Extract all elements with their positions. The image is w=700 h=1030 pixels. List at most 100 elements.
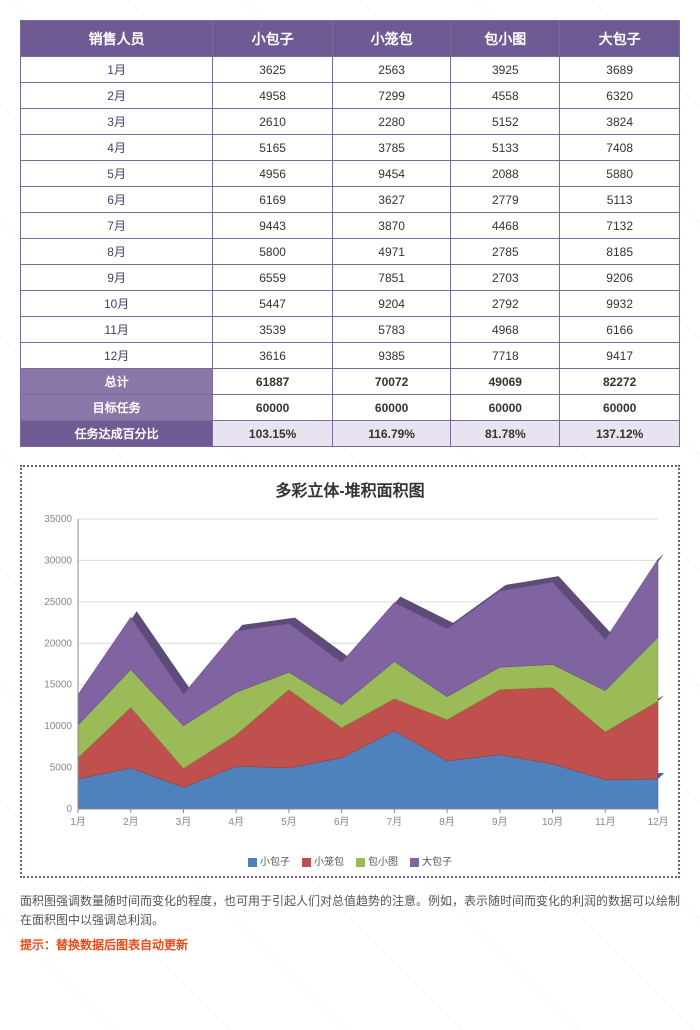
row-label: 9月: [21, 265, 213, 291]
svg-text:20000: 20000: [44, 638, 72, 649]
svg-text:0: 0: [66, 804, 72, 815]
col-header-1: 小包子: [213, 21, 333, 57]
summary-cell: 82272: [560, 369, 680, 395]
table-row: 4月5165378551337408: [21, 135, 680, 161]
summary-cell: 116.79%: [332, 421, 450, 447]
summary-cell: 49069: [451, 369, 560, 395]
table-row: 10月5447920427929932: [21, 291, 680, 317]
summary-cell: 81.78%: [451, 421, 560, 447]
row-label: 1月: [21, 57, 213, 83]
stacked-area-chart: 0 5000 10000 15000 20000 25000 30000 35000 1月 2月 3…: [30, 509, 670, 849]
legend-label: 小包子: [260, 857, 290, 868]
summary-row: 目标任务60000600006000060000: [21, 395, 680, 421]
row-label: 4月: [21, 135, 213, 161]
summary-label: 任务达成百分比: [21, 421, 213, 447]
svg-text:2月: 2月: [123, 816, 139, 828]
data-cell: 5133: [451, 135, 560, 161]
row-label: 3月: [21, 109, 213, 135]
svg-text:15000: 15000: [44, 680, 72, 691]
data-cell: 5783: [332, 317, 450, 343]
summary-cell: 137.12%: [560, 421, 680, 447]
data-cell: 4968: [451, 317, 560, 343]
data-cell: 4468: [451, 213, 560, 239]
legend-swatch: [410, 858, 419, 867]
data-cell: 7299: [332, 83, 450, 109]
data-cell: 2088: [451, 161, 560, 187]
summary-cell: 70072: [332, 369, 450, 395]
svg-text:7月: 7月: [387, 816, 403, 828]
data-cell: 5447: [213, 291, 333, 317]
legend-item: 大包子: [410, 853, 452, 868]
svg-text:6月: 6月: [334, 816, 350, 828]
row-label: 10月: [21, 291, 213, 317]
data-cell: 9932: [560, 291, 680, 317]
table-row: 1月3625256339253689: [21, 57, 680, 83]
summary-cell: 61887: [213, 369, 333, 395]
data-cell: 4558: [451, 83, 560, 109]
svg-text:1月: 1月: [70, 816, 86, 828]
summary-row: 任务达成百分比103.15%116.79%81.78%137.12%: [21, 421, 680, 447]
data-cell: 2703: [451, 265, 560, 291]
row-label: 2月: [21, 83, 213, 109]
summary-cell: 60000: [560, 395, 680, 421]
footer-description: 面积图强调数量随时间而变化的程度，也可用于引起人们对总值趋势的注意。例如，表示随…: [20, 892, 680, 930]
data-cell: 4958: [213, 83, 333, 109]
table-row: 5月4956945420885880: [21, 161, 680, 187]
legend-swatch: [302, 858, 311, 867]
legend-item: 包小图: [356, 853, 398, 868]
data-cell: 3824: [560, 109, 680, 135]
data-cell: 2779: [451, 187, 560, 213]
data-cell: 5165: [213, 135, 333, 161]
footer-tip: 提示：替换数据后图表自动更新: [20, 936, 680, 953]
data-cell: 3616: [213, 343, 333, 369]
svg-text:25000: 25000: [44, 597, 72, 608]
summary-cell: 103.15%: [213, 421, 333, 447]
legend-label: 小笼包: [314, 857, 344, 868]
data-cell: 3925: [451, 57, 560, 83]
row-label: 7月: [21, 213, 213, 239]
table-row: 6月6169362727795113: [21, 187, 680, 213]
svg-text:8月: 8月: [439, 816, 455, 828]
stacked-area-chart-container: 多彩立体-堆积面积图 05000100001500020000250003000…: [20, 465, 680, 878]
data-cell: 7851: [332, 265, 450, 291]
summary-cell: 60000: [213, 395, 333, 421]
svg-text:35000: 35000: [44, 514, 72, 525]
legend-label: 大包子: [422, 857, 452, 868]
data-cell: 5800: [213, 239, 333, 265]
row-label: 6月: [21, 187, 213, 213]
data-cell: 4956: [213, 161, 333, 187]
svg-text:10000: 10000: [44, 721, 72, 732]
data-cell: 6166: [560, 317, 680, 343]
data-cell: 5152: [451, 109, 560, 135]
svg-text:9月: 9月: [492, 816, 508, 828]
svg-text:5000: 5000: [50, 763, 73, 774]
legend-swatch: [356, 858, 365, 867]
data-cell: 5880: [560, 161, 680, 187]
col-header-2: 小笼包: [332, 21, 450, 57]
table-row: 11月3539578349686166: [21, 317, 680, 343]
svg-text:3月: 3月: [176, 816, 192, 828]
data-cell: 6320: [560, 83, 680, 109]
data-cell: 2280: [332, 109, 450, 135]
row-label: 12月: [21, 343, 213, 369]
data-cell: 2563: [332, 57, 450, 83]
svg-text:10月: 10月: [542, 816, 563, 828]
data-cell: 5113: [560, 187, 680, 213]
row-label: 8月: [21, 239, 213, 265]
data-cell: 7408: [560, 135, 680, 161]
row-label: 5月: [21, 161, 213, 187]
table-row: 12月3616938577189417: [21, 343, 680, 369]
svg-text:30000: 30000: [44, 555, 72, 566]
chart-legend: 小包子 小笼包 包小图 大包子: [30, 853, 670, 868]
data-cell: 2610: [213, 109, 333, 135]
legend-swatch: [248, 858, 257, 867]
data-cell: 6559: [213, 265, 333, 291]
data-cell: 9206: [560, 265, 680, 291]
data-cell: 3785: [332, 135, 450, 161]
summary-row: 总计61887700724906982272: [21, 369, 680, 395]
data-cell: 3625: [213, 57, 333, 83]
svg-text:12月: 12月: [647, 816, 668, 828]
col-header-4: 大包子: [560, 21, 680, 57]
data-cell: 2792: [451, 291, 560, 317]
data-cell: 7132: [560, 213, 680, 239]
